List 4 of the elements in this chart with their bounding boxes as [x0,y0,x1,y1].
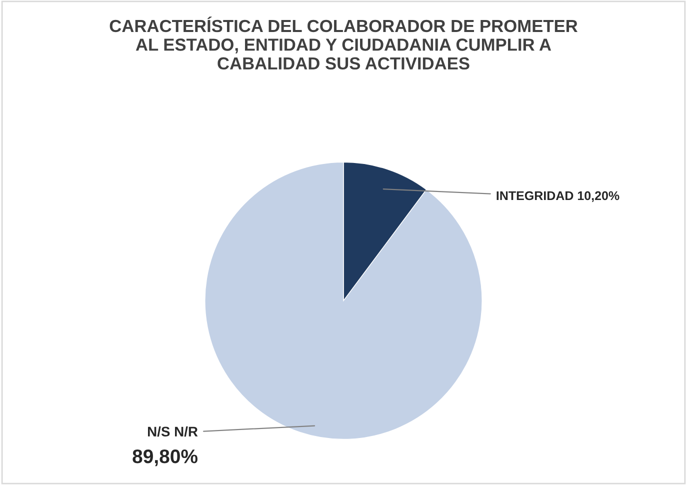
chart-title: CARACTERÍSTICA DEL COLABORADOR DE PROMETER AL ESTADO, ENTIDAD Y CIUDADANIA CUMPLIR A CABALIDAD SUS ACTIVIDAES [110,16,578,70]
slice-label: N/S N/R [148,426,198,437]
data-label: 89,80% [132,449,198,466]
slice-label: INTEGRIDAD 10,20% [496,191,620,202]
